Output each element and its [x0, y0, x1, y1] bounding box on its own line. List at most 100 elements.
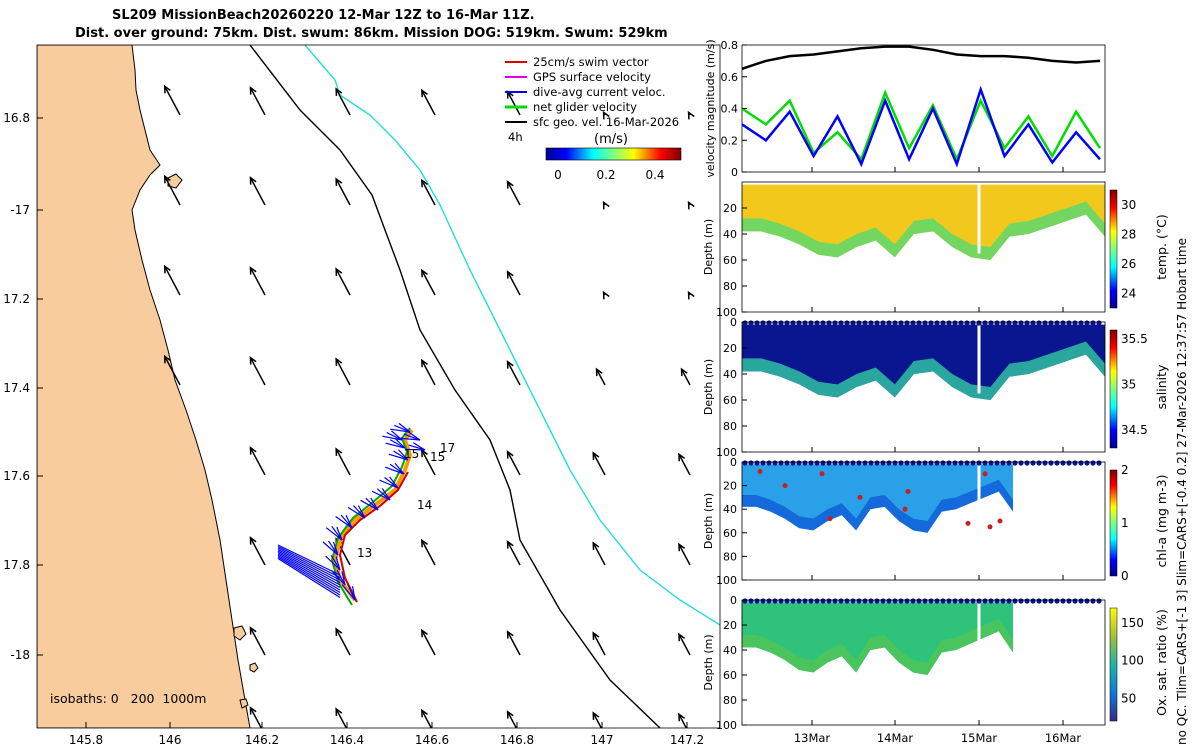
depth-tick-label: 60 [723, 254, 737, 267]
velocity-arrow [249, 356, 266, 386]
surface-dot [826, 598, 832, 604]
surface-dot [1072, 598, 1078, 604]
surface-dot [934, 598, 940, 604]
surface-dot [1006, 320, 1012, 326]
colorbar-tick-label: 34.5 [1121, 423, 1148, 437]
velocity-arrow [602, 110, 610, 120]
surface-dot [856, 460, 862, 466]
surface-dot [850, 598, 856, 604]
side-annotation: no QC. Tlim=CARS+[-1 3] Slim=CARS+[-0.4 … [1175, 238, 1189, 745]
surface-dot [880, 598, 886, 604]
day-label-13: 13 [357, 546, 372, 560]
velocity-arrow [421, 88, 436, 116]
surface-dot [820, 320, 826, 326]
surface-dot [862, 320, 868, 326]
dive-vector [360, 499, 379, 511]
arrow-shaft [421, 709, 433, 728]
surface-dot [1042, 320, 1048, 326]
island [233, 625, 247, 641]
surface-dot [1078, 320, 1084, 326]
depth-ylabel: Depth (m) [702, 219, 715, 275]
colorbar-tick-0: 0 [554, 168, 562, 182]
surface-dot [1078, 460, 1084, 466]
colorbar-tick-label: 30 [1121, 198, 1136, 212]
arrow-head [687, 290, 695, 300]
day-label-15b: 15 [404, 447, 419, 461]
profile-deep-layer [742, 201, 1105, 260]
velocity-arrow [592, 541, 606, 566]
profile-panel-1: 20 40 60 80 100 Depth (m) 30 28 26 24 temp. (°C) [702, 181, 1169, 319]
dive-avg-current-vectors [277, 422, 426, 601]
colorbar-tick-label: 24 [1121, 286, 1136, 300]
arrow-head [249, 536, 257, 545]
surface-dot [1066, 320, 1072, 326]
velocity-arrow [602, 290, 610, 300]
depth-tick-label: 20 [723, 619, 737, 632]
surface-dot [862, 598, 868, 604]
surface-dot [868, 320, 874, 326]
profile-frame [741, 181, 1106, 313]
velocity-line-net-glider-velocity [742, 89, 1102, 163]
surface-dot [1090, 460, 1096, 466]
surface-dot [1084, 598, 1090, 604]
surface-dot [838, 320, 844, 326]
velocity-arrow [595, 367, 606, 386]
surface-dot [1042, 460, 1048, 466]
surface-dot [940, 460, 946, 466]
velocity-arrow [335, 177, 351, 206]
surface-dot [838, 598, 844, 604]
velocity-arrow [249, 266, 266, 296]
dive-vector [404, 448, 426, 451]
arrow-shaft [249, 627, 266, 656]
dive-vector [386, 432, 403, 441]
surface-dot [1018, 320, 1024, 326]
surface-dot [994, 598, 1000, 604]
surface-dot [904, 320, 910, 326]
arrow-head [249, 356, 257, 365]
dive-vector [341, 571, 346, 586]
dive-vector [388, 453, 409, 461]
surface-dot [760, 320, 766, 326]
depth-tick-label: 20 [723, 202, 737, 215]
arrow-shaft [249, 537, 266, 566]
chl-dot [987, 524, 993, 530]
arrow-shaft [506, 271, 521, 296]
dive-vector [347, 584, 356, 601]
map-axes-frame [36, 44, 721, 729]
velocity-arrow [335, 707, 348, 728]
arrow-shaft [421, 269, 436, 296]
legend-gps: GPS surface velocity [533, 70, 651, 84]
surface-dot [958, 320, 964, 326]
surface-dot [994, 460, 1000, 466]
depth-tick-label: 0 [730, 594, 737, 607]
surface-dot [850, 460, 856, 466]
surface-dot [772, 598, 778, 604]
velocity-arrow [678, 712, 688, 728]
depth-tick-label: 60 [723, 394, 737, 407]
dive-vector-long [277, 547, 341, 581]
chl-dot [982, 471, 988, 477]
surface-dot [976, 460, 982, 466]
depth-tick-label: 100 [716, 446, 737, 459]
surface-dot [766, 320, 772, 326]
surface-dot [778, 320, 784, 326]
surface-dot [1018, 460, 1024, 466]
day-label-14: 14 [417, 498, 432, 512]
surface-dot [850, 320, 856, 326]
depth-tick-label: 60 [723, 669, 737, 682]
dive-vector [393, 450, 409, 461]
surface-dot [898, 460, 904, 466]
dive-vector [403, 433, 421, 441]
surface-dot [778, 460, 784, 466]
depth-ylabel: Depth (m) [702, 493, 715, 549]
colorbar-title: chl-a (mg m-3) [1154, 475, 1169, 568]
velocity-arrow [335, 87, 351, 116]
arrow-shaft [421, 629, 436, 656]
map-legend: 25cm/s swim vector GPS surface velocity … [505, 55, 682, 182]
profile-panel-3: 0 20 40 60 80 100 Depth (m) 2 1 0 chl-a (mg m-3) [702, 456, 1169, 587]
profile-deep-layer [742, 341, 1105, 400]
surface-dot [922, 598, 928, 604]
dive-vector [400, 437, 421, 441]
dive-vector [327, 540, 339, 556]
